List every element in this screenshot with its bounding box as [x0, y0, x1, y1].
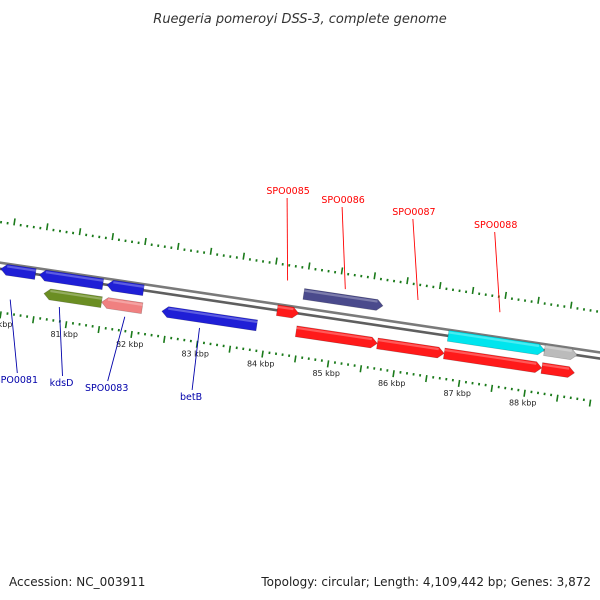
gene-feature[interactable] — [302, 288, 384, 312]
major-tick — [163, 335, 166, 343]
gene-label[interactable]: SPO0081 — [0, 375, 38, 386]
major-tick — [64, 321, 68, 329]
major-tick — [307, 262, 311, 270]
label-leader-line — [58, 306, 63, 377]
scale-label: 80 kbp — [0, 320, 12, 329]
major-tick — [78, 228, 82, 236]
major-tick — [0, 311, 2, 319]
major-tick — [504, 291, 508, 299]
major-tick — [32, 316, 35, 324]
label-leader-line — [341, 206, 346, 290]
major-tick — [457, 379, 461, 388]
backbone-line — [0, 261, 600, 354]
major-tick — [392, 370, 395, 378]
major-tick — [359, 365, 363, 373]
gene-feature[interactable] — [446, 330, 545, 356]
gene-features — [0, 263, 578, 379]
gene-feature[interactable] — [161, 306, 258, 332]
major-tick — [425, 374, 428, 383]
major-tick — [471, 286, 475, 295]
major-tick — [209, 247, 213, 255]
label-leader-line — [494, 231, 501, 313]
major-tick — [373, 272, 377, 280]
major-tick — [13, 218, 16, 226]
label-leader-line — [107, 316, 126, 382]
major-tick — [556, 394, 559, 402]
scale-label: 83 kbp — [181, 350, 209, 359]
major-tick — [438, 282, 442, 290]
gene-feature[interactable] — [376, 337, 445, 359]
gene-feature[interactable] — [0, 263, 37, 280]
label-leader-line — [412, 218, 419, 301]
major-tick — [569, 301, 573, 309]
major-tick — [45, 223, 49, 231]
label-leader-line — [9, 299, 18, 374]
major-tick — [176, 242, 180, 250]
label-leader-line — [191, 327, 200, 391]
major-tick — [275, 257, 278, 265]
gene-labels: SPO0081 kdsD SPO0083 betB SPO0085 SPO0086 SPO0… — [0, 186, 517, 403]
gene-feature[interactable] — [294, 325, 378, 349]
major-tick — [111, 233, 115, 241]
genome-summary-text: Topology: circular; Length: 4,109,442 bp… — [260, 575, 591, 589]
gene-label[interactable]: SPO0086 — [321, 195, 364, 206]
scale-label: 87 kbp — [443, 389, 471, 398]
scale-label: 84 kbp — [247, 359, 275, 368]
scale-label: 82 kbp — [116, 340, 144, 349]
gene-feature[interactable] — [106, 279, 145, 297]
gene-feature[interactable] — [540, 362, 575, 379]
gene-feature[interactable] — [276, 304, 300, 319]
major-tick — [130, 330, 133, 339]
scale-label: 85 kbp — [312, 369, 340, 378]
major-tick — [406, 277, 409, 285]
label-leader-line — [286, 197, 289, 281]
gene-feature[interactable] — [101, 297, 144, 315]
accession-text: Accession: NC_003911 — [9, 575, 145, 589]
map-title: Ruegeria pomeroyi DSS-3, complete genome — [153, 12, 446, 27]
major-tick — [242, 252, 246, 260]
major-tick — [340, 267, 344, 275]
gene-label[interactable]: betB — [180, 392, 202, 403]
major-tick — [490, 384, 494, 392]
gene-feature[interactable] — [38, 269, 105, 290]
major-tick — [588, 399, 592, 407]
scale-label: 86 kbp — [378, 379, 406, 388]
gene-label[interactable]: SPO0088 — [474, 220, 517, 231]
gene-feature[interactable] — [543, 344, 578, 361]
major-tick — [326, 360, 330, 368]
gene-label[interactable]: SPO0083 — [85, 383, 128, 394]
major-tick — [537, 296, 540, 304]
major-tick — [228, 345, 232, 353]
scale-ticks: 80 kbp 81 kbp 82 kbp 83 kbp 84 kbp 85 kbp 86 k… — [0, 218, 599, 408]
gene-feature[interactable] — [43, 288, 103, 308]
major-tick — [294, 355, 297, 363]
gene-label[interactable]: SPO0085 — [266, 186, 309, 197]
scale-label: 81 kbp — [50, 330, 78, 339]
major-tick — [261, 350, 264, 358]
major-tick — [97, 325, 101, 334]
gene-feature[interactable] — [442, 347, 543, 373]
major-tick — [523, 389, 526, 397]
gene-label[interactable]: SPO0087 — [392, 207, 435, 218]
scale-label: 88 kbp — [509, 399, 537, 408]
major-tick — [144, 237, 147, 246]
gene-label[interactable]: kdsD — [50, 378, 74, 389]
